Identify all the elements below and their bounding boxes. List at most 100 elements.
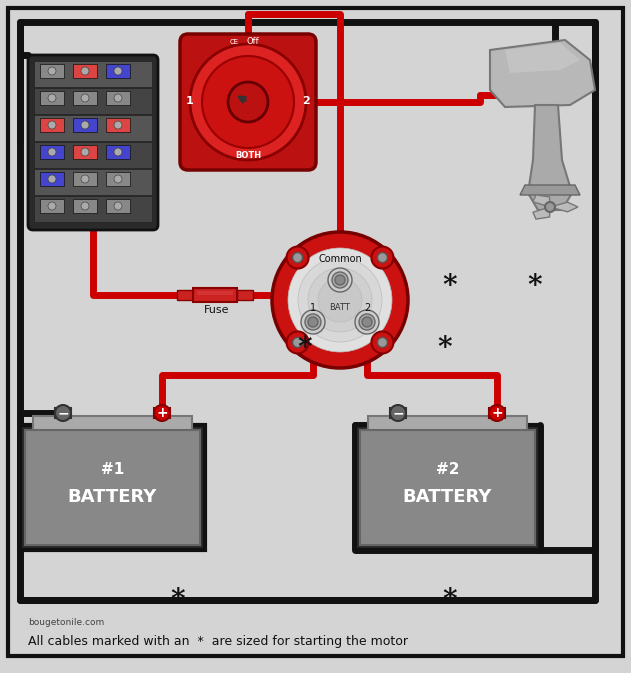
Circle shape — [293, 337, 303, 347]
Circle shape — [114, 94, 122, 102]
Bar — [73, 172, 97, 186]
Circle shape — [55, 405, 71, 421]
Circle shape — [335, 275, 345, 285]
Circle shape — [114, 202, 122, 210]
Polygon shape — [533, 207, 550, 219]
Circle shape — [228, 82, 268, 122]
Circle shape — [190, 44, 306, 160]
Bar — [106, 118, 130, 132]
Bar — [33, 416, 192, 432]
Text: #1: #1 — [101, 462, 124, 477]
Text: *: * — [438, 334, 452, 361]
Circle shape — [81, 94, 89, 102]
Circle shape — [377, 337, 387, 347]
Circle shape — [288, 248, 392, 352]
Bar — [154, 408, 170, 418]
Bar — [177, 290, 193, 300]
Circle shape — [293, 252, 303, 262]
Text: +: + — [491, 406, 503, 420]
Bar — [106, 172, 130, 186]
Text: Common: Common — [318, 254, 362, 264]
Circle shape — [301, 310, 325, 334]
Text: *: * — [298, 334, 312, 361]
Circle shape — [332, 272, 348, 288]
Bar — [368, 416, 527, 432]
Circle shape — [286, 331, 309, 353]
Circle shape — [362, 317, 372, 327]
Circle shape — [308, 317, 318, 327]
Text: +: + — [156, 406, 168, 420]
Bar — [73, 199, 97, 213]
Polygon shape — [505, 43, 580, 73]
Bar — [106, 199, 130, 213]
Polygon shape — [533, 195, 550, 207]
Bar — [34, 196, 152, 222]
Text: 2: 2 — [302, 96, 310, 106]
Circle shape — [48, 121, 56, 129]
Bar — [34, 61, 152, 87]
Text: Fuse: Fuse — [204, 305, 230, 315]
Bar — [40, 64, 64, 78]
Text: 1: 1 — [310, 303, 316, 313]
Bar — [193, 288, 237, 302]
Bar — [55, 408, 71, 418]
Circle shape — [359, 314, 375, 330]
Circle shape — [48, 175, 56, 183]
Circle shape — [48, 94, 56, 102]
Circle shape — [298, 258, 382, 342]
Circle shape — [114, 148, 122, 156]
Text: BATTERY: BATTERY — [68, 489, 157, 507]
Circle shape — [81, 67, 89, 75]
Circle shape — [272, 232, 408, 368]
Text: *: * — [443, 273, 457, 301]
Circle shape — [390, 405, 406, 421]
Circle shape — [377, 252, 387, 262]
Polygon shape — [490, 40, 595, 107]
Text: 2: 2 — [364, 303, 370, 313]
Text: bougetonile.com: bougetonile.com — [28, 618, 104, 627]
Bar — [237, 290, 253, 300]
Polygon shape — [550, 202, 578, 212]
Circle shape — [81, 175, 89, 183]
Circle shape — [81, 121, 89, 129]
Circle shape — [114, 67, 122, 75]
Polygon shape — [528, 105, 572, 210]
Circle shape — [81, 148, 89, 156]
Circle shape — [489, 405, 505, 421]
Circle shape — [308, 268, 372, 332]
Circle shape — [114, 121, 122, 129]
Bar — [34, 115, 152, 141]
Text: BATT: BATT — [329, 304, 350, 312]
Bar — [106, 91, 130, 105]
Text: Off: Off — [247, 37, 259, 46]
Text: *: * — [443, 586, 457, 614]
Circle shape — [48, 148, 56, 156]
Circle shape — [328, 268, 352, 292]
Bar — [20, 425, 205, 550]
Text: All cables marked with an  *  are sized for starting the motor: All cables marked with an * are sized fo… — [28, 635, 408, 648]
Bar — [390, 408, 406, 418]
Text: −: − — [392, 406, 404, 420]
Bar — [34, 88, 152, 114]
Bar — [34, 142, 152, 168]
Bar — [73, 118, 97, 132]
Bar — [34, 169, 152, 195]
Circle shape — [114, 175, 122, 183]
Bar — [355, 425, 540, 550]
Bar — [197, 291, 233, 295]
Text: CE: CE — [230, 39, 239, 45]
Text: −: − — [57, 406, 69, 420]
Polygon shape — [520, 185, 580, 195]
Bar — [40, 91, 64, 105]
Circle shape — [48, 67, 56, 75]
Circle shape — [48, 202, 56, 210]
Circle shape — [154, 405, 170, 421]
Circle shape — [545, 202, 555, 212]
Bar — [360, 430, 535, 545]
Circle shape — [286, 246, 309, 269]
Circle shape — [318, 278, 362, 322]
Bar — [106, 145, 130, 159]
Circle shape — [202, 56, 294, 148]
Text: #2: #2 — [436, 462, 459, 477]
Bar — [40, 199, 64, 213]
